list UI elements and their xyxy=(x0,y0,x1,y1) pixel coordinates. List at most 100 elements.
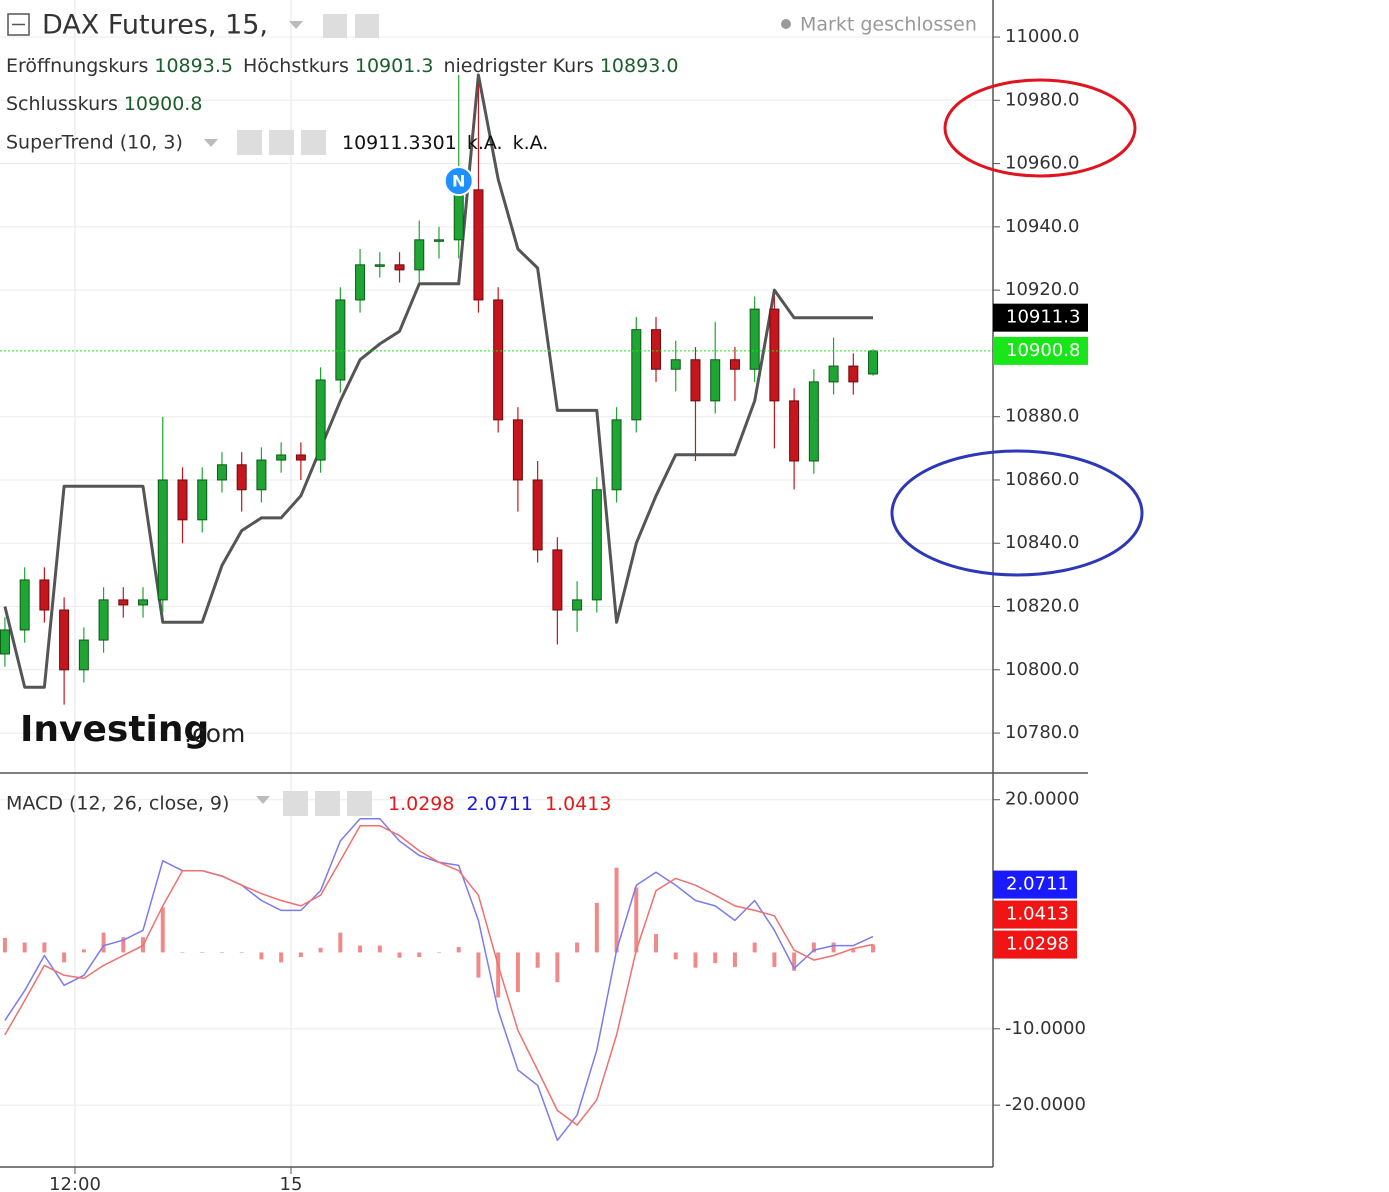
candle-body xyxy=(789,400,800,462)
histogram-bar xyxy=(397,952,402,958)
histogram-bar xyxy=(831,942,836,953)
indicator-value: 10911.3301 xyxy=(342,132,457,154)
settings-button[interactable] xyxy=(355,14,379,38)
macd-value: 1.0413 xyxy=(545,793,611,815)
histogram-bar xyxy=(298,952,303,958)
x-tick-label: 15 xyxy=(280,1174,303,1192)
histogram-bar xyxy=(752,942,757,953)
collapse-button[interactable] xyxy=(7,13,30,36)
candle-body xyxy=(335,299,346,381)
market-status: Markt geschlossen xyxy=(800,14,977,36)
histogram-bar xyxy=(654,934,659,953)
eye-button[interactable] xyxy=(283,791,308,816)
dropdown[interactable] xyxy=(256,796,270,804)
y-tick-label: -20.0000 xyxy=(1005,1094,1086,1115)
y-tick-label: 10800.0 xyxy=(1005,659,1079,680)
candle-body xyxy=(197,479,208,521)
dropdown[interactable] xyxy=(204,139,218,147)
candle-body xyxy=(493,299,504,421)
chart-title: DAX Futures, 15, xyxy=(42,10,268,41)
histogram-bar xyxy=(42,942,47,953)
annotation-ellipse xyxy=(890,449,1144,577)
annotation-ellipse xyxy=(943,78,1137,178)
candle-body xyxy=(0,629,10,655)
macd-value: 1.0298 xyxy=(388,793,454,815)
candle-body xyxy=(216,464,227,481)
candle-body xyxy=(39,579,50,611)
histogram-bar xyxy=(318,947,323,953)
candle-body xyxy=(315,379,326,461)
histogram-bar xyxy=(436,952,441,953)
legend-item: 10893.5 xyxy=(154,55,233,77)
candle-body xyxy=(295,454,306,461)
header: DAX Futures, 15, Markt geschlossen Eröff… xyxy=(6,10,977,816)
candle-body xyxy=(276,454,287,461)
candle-body xyxy=(78,639,89,671)
histogram-bar xyxy=(673,952,678,960)
candle-body xyxy=(19,579,30,631)
candle-body xyxy=(710,359,721,402)
eye-button[interactable] xyxy=(237,130,262,155)
histogram-bar xyxy=(2,937,7,953)
histogram-bar xyxy=(792,952,797,971)
candle-body xyxy=(611,419,622,491)
histogram-bar xyxy=(575,942,580,953)
logo-suffix: .com xyxy=(184,719,245,748)
histogram-bar xyxy=(377,945,382,953)
histogram-bar xyxy=(200,952,205,953)
candle-body xyxy=(749,308,760,370)
histogram-bar xyxy=(456,947,461,953)
candle-body xyxy=(59,609,70,671)
legend-item: 10901.3 xyxy=(355,55,434,77)
indicator-value: k.A. xyxy=(467,132,503,154)
histogram-bar xyxy=(614,867,619,953)
axes: 12:00 15 11000.0 10980.0 10960.0 10940.0 10920… xyxy=(49,26,1088,1192)
histogram-bar xyxy=(22,942,27,953)
candle-body xyxy=(651,329,662,370)
candle-body xyxy=(591,489,602,601)
close-legend: Schlusskurs 10900.8 xyxy=(6,93,202,115)
settings-button[interactable] xyxy=(315,791,340,816)
logo: Investing .com xyxy=(20,709,245,750)
legend-item: niedrigster Kurs xyxy=(443,55,593,77)
macd-line xyxy=(4,824,874,1126)
eye-button[interactable] xyxy=(323,14,347,38)
candle-body xyxy=(670,359,681,370)
settings-button[interactable] xyxy=(269,130,294,155)
legend-item: Höchstkurs xyxy=(243,55,349,77)
candle-body xyxy=(868,350,879,375)
histogram-bar xyxy=(180,952,185,953)
candle-body xyxy=(433,239,444,242)
y-tick-label: 10780.0 xyxy=(1005,722,1079,743)
price-badge-label: 10911.3 xyxy=(1006,307,1080,328)
histogram-bar xyxy=(555,952,560,983)
y-tick-label: 10920.0 xyxy=(1005,279,1079,300)
histogram-bar xyxy=(772,952,777,967)
y-tick-label: 10940.0 xyxy=(1005,216,1079,237)
histogram-bar xyxy=(219,952,224,953)
candle-body xyxy=(177,479,188,521)
y-tick-label: 10840.0 xyxy=(1005,532,1079,553)
histogram-bar xyxy=(811,942,816,953)
value-badge-label: 1.0413 xyxy=(1006,904,1069,925)
histogram-bar xyxy=(496,952,501,998)
news-marker xyxy=(443,166,474,196)
histogram-bar xyxy=(713,952,718,964)
candle-body xyxy=(631,329,642,421)
histogram-bar xyxy=(693,952,698,968)
status-dot xyxy=(781,19,791,29)
y-tick-label: 10980.0 xyxy=(1005,89,1079,110)
candle-body xyxy=(532,479,543,551)
histogram-bar xyxy=(515,952,520,993)
histogram-bar xyxy=(62,952,67,963)
macd-legend: MACD (12, 26, close, 9) xyxy=(6,793,229,815)
legend-item: 10893.0 xyxy=(600,55,679,77)
candle-body xyxy=(453,189,464,241)
candle-body xyxy=(808,381,819,462)
remove-button[interactable] xyxy=(301,130,326,155)
dropdown[interactable] xyxy=(289,21,303,29)
legend-item: Eröffnungskurs xyxy=(6,55,148,77)
candle-body xyxy=(157,479,168,601)
remove-button[interactable] xyxy=(347,791,372,816)
